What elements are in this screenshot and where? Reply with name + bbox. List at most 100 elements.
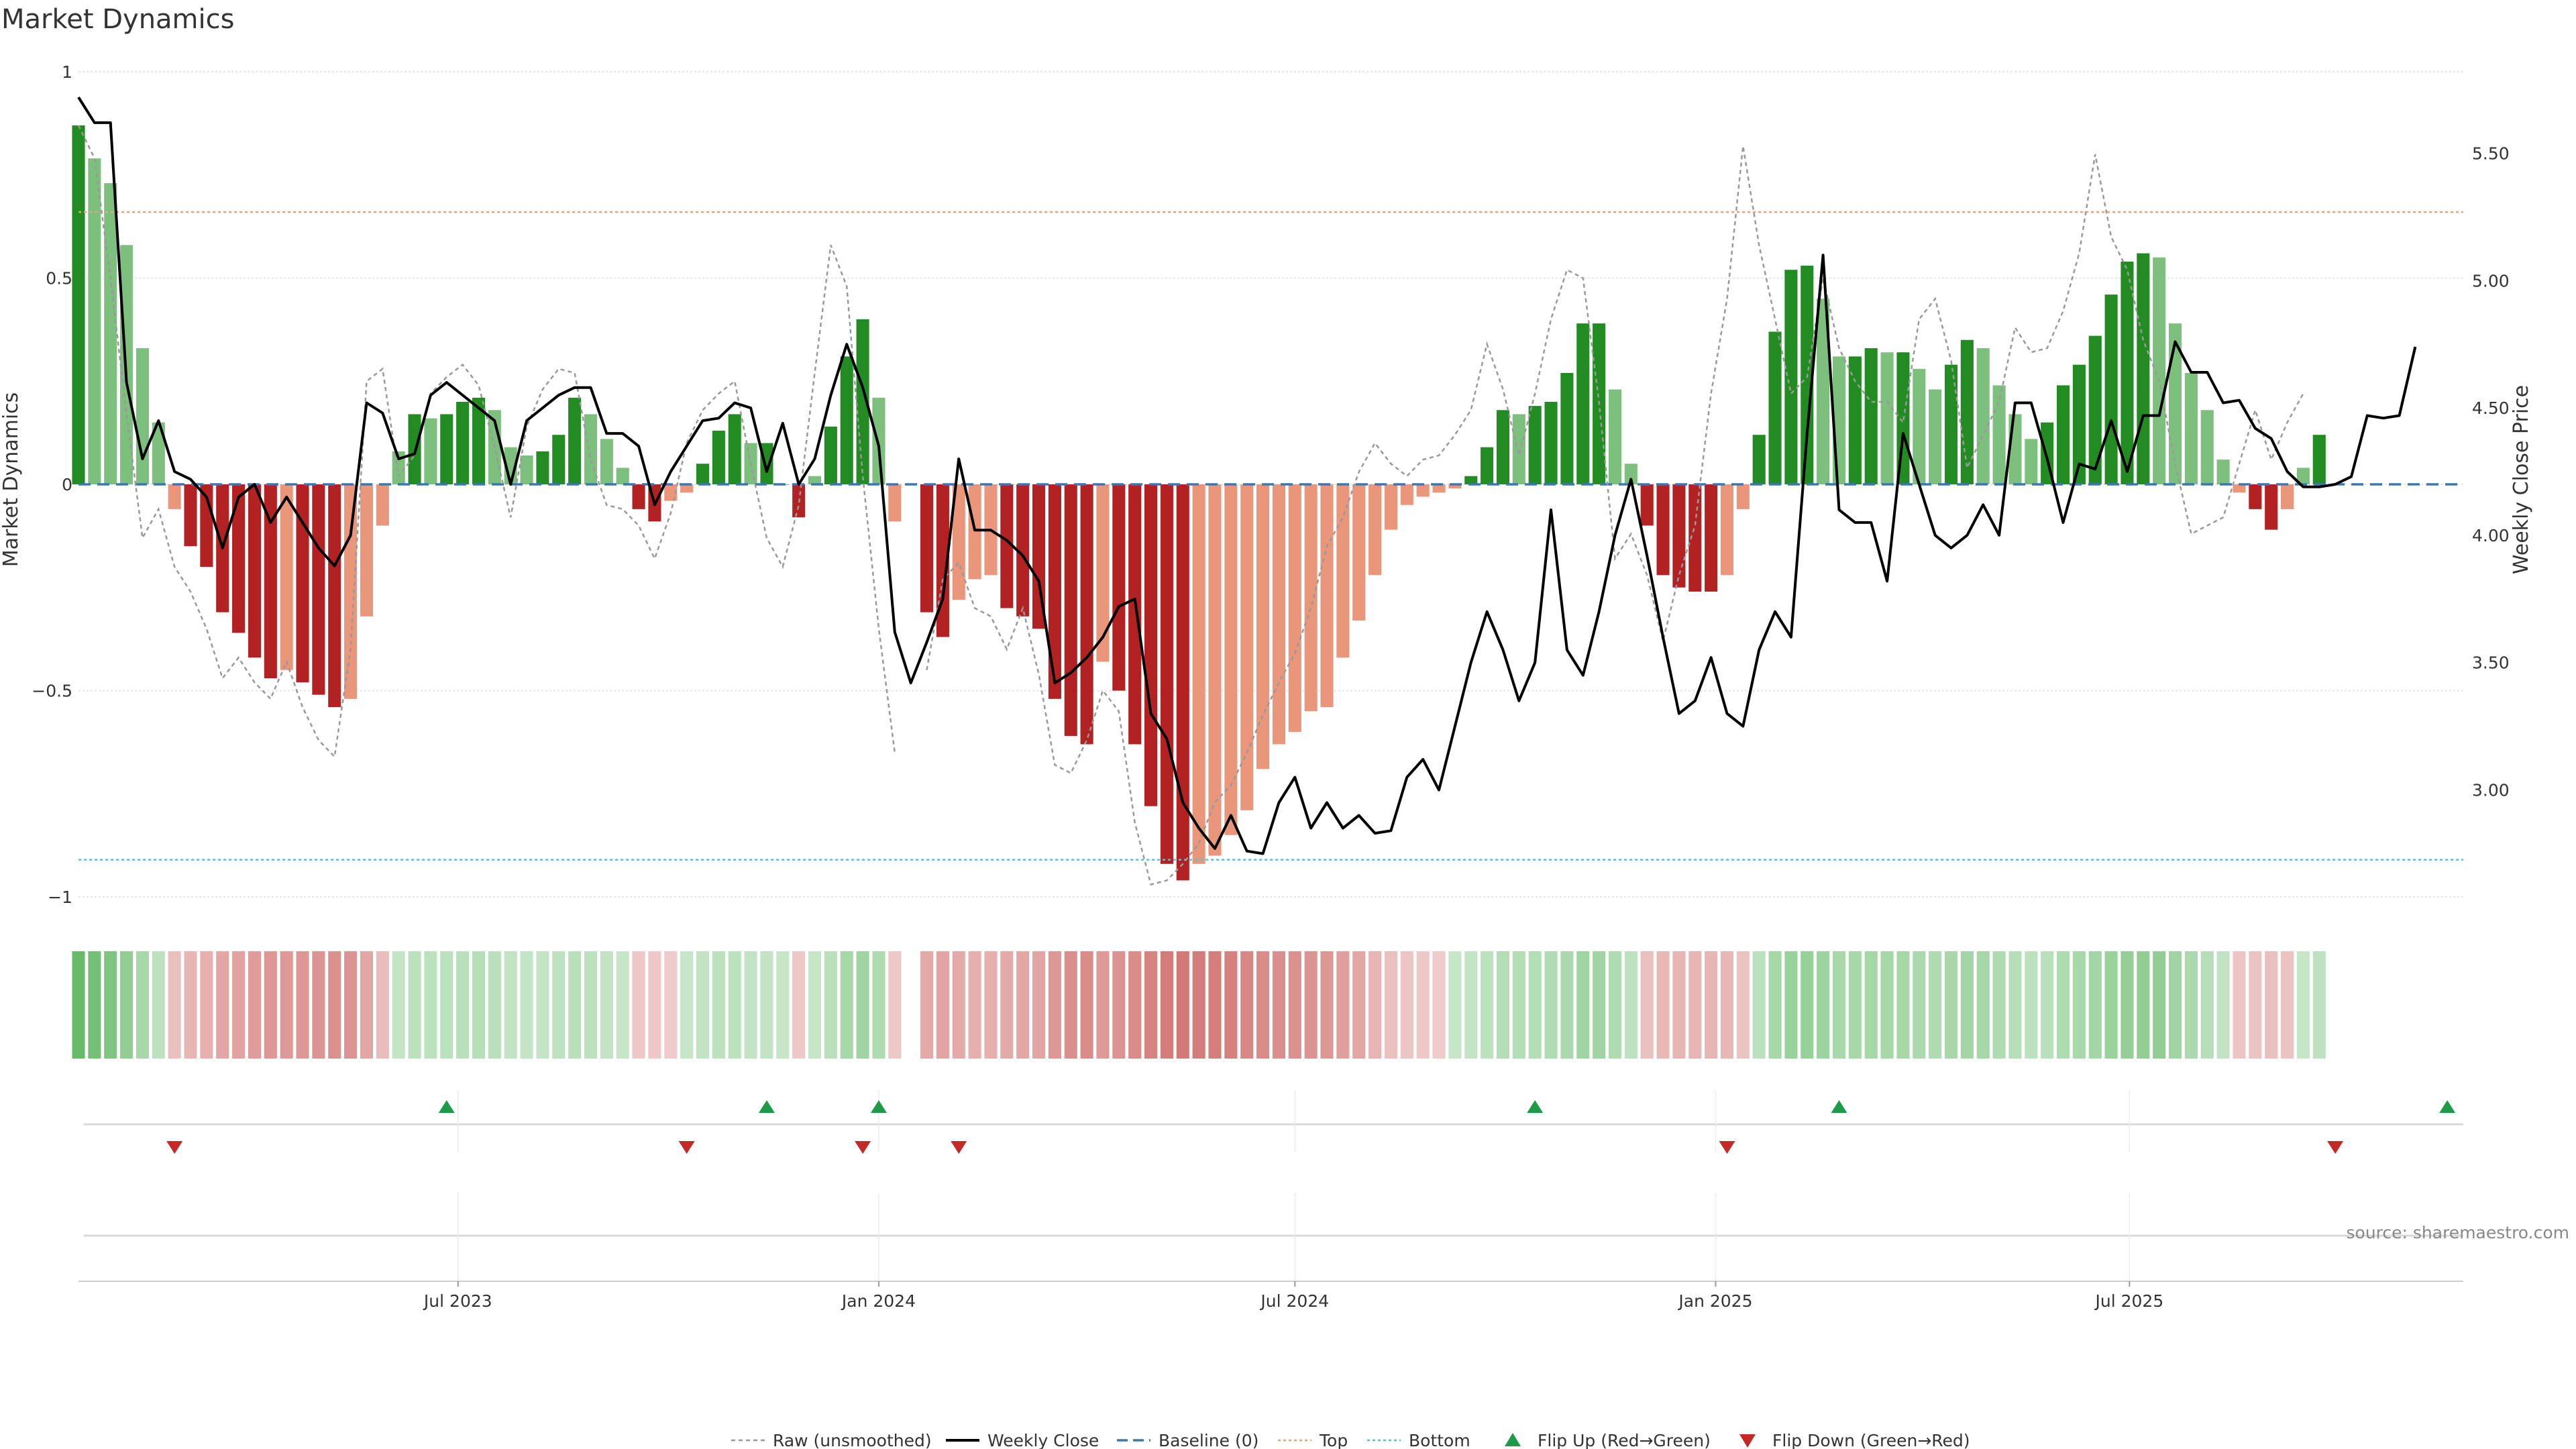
source-note: source: sharemaestro.com — [2347, 1223, 2570, 1242]
regime-cell — [664, 951, 678, 1059]
regime-cell — [1128, 951, 1142, 1059]
regime-cell — [600, 951, 613, 1059]
bar — [1256, 484, 1270, 769]
flip-down-marker — [166, 1141, 183, 1154]
regime-cell — [2168, 951, 2182, 1059]
bar — [1720, 484, 1734, 576]
regime-cell — [1496, 951, 1509, 1059]
flip-up-marker — [1527, 1100, 1544, 1113]
regime-cell — [2025, 951, 2038, 1059]
regime-cell — [1352, 951, 1366, 1059]
regime-cell — [1064, 951, 1077, 1059]
empty-panel — [78, 1193, 2463, 1282]
bar — [456, 402, 470, 484]
bar — [1528, 406, 1542, 484]
regime-cell — [1848, 951, 1862, 1059]
flip-down-marker — [678, 1141, 695, 1154]
bar — [1112, 484, 1126, 691]
bar — [1817, 299, 1830, 484]
bar — [232, 484, 246, 633]
bar — [2025, 439, 2038, 484]
bar — [1048, 484, 1061, 699]
flip-up-icon — [1505, 1433, 1521, 1446]
bar — [1160, 484, 1173, 864]
y2-tick-label: 3.50 — [2472, 653, 2510, 673]
bar — [344, 484, 358, 699]
regime-cell — [1593, 951, 1606, 1059]
regime-cell — [2121, 951, 2134, 1059]
bar — [328, 484, 341, 708]
x-tick-label: Jan 2024 — [841, 1291, 916, 1311]
bar — [1848, 356, 1862, 484]
bar — [1128, 484, 1142, 745]
regime-cell — [616, 951, 629, 1059]
flip-up-marker — [758, 1100, 775, 1113]
bar — [2216, 460, 2230, 484]
regime-cell — [1320, 951, 1334, 1059]
bar — [520, 455, 533, 484]
regime-cell — [1096, 951, 1110, 1059]
bar — [584, 414, 598, 484]
bar — [600, 439, 613, 484]
bar — [712, 431, 725, 484]
bar — [2104, 294, 2118, 484]
bar — [552, 435, 566, 484]
y-tick-label: −0.5 — [32, 682, 72, 701]
bar — [808, 476, 822, 484]
bar — [2184, 372, 2198, 484]
bar — [88, 158, 101, 484]
bar — [2296, 468, 2310, 484]
flip-up-marker — [438, 1100, 455, 1113]
bar — [248, 484, 261, 658]
bar — [680, 484, 694, 493]
regime-cell — [1913, 951, 1926, 1059]
regime-cell — [2296, 951, 2310, 1059]
regime-cell — [1656, 951, 1670, 1059]
regime-cell — [968, 951, 981, 1059]
regime-cell — [1817, 951, 1830, 1059]
regime-cell — [1528, 951, 1542, 1059]
regime-cell — [696, 951, 710, 1059]
regime-cell — [360, 951, 374, 1059]
bar — [1352, 484, 1366, 621]
bar — [1032, 484, 1046, 629]
regime-cell — [120, 951, 133, 1059]
regime-cell — [1416, 951, 1430, 1059]
bar — [1064, 484, 1077, 737]
regime-cell — [1336, 951, 1350, 1059]
chart-title: Market Dynamics — [1, 4, 234, 35]
bar — [2249, 484, 2262, 509]
regime-cell — [1304, 951, 1318, 1059]
bar — [1976, 348, 1990, 484]
y2-tick-label: 5.50 — [2472, 144, 2510, 163]
bar — [1272, 484, 1285, 745]
regime-cell — [680, 951, 694, 1059]
regime-cell — [648, 951, 661, 1059]
bar — [184, 484, 197, 547]
bar — [1304, 484, 1318, 712]
regime-cell — [1448, 951, 1462, 1059]
bar — [1224, 484, 1238, 835]
regime-cell — [952, 951, 965, 1059]
bar — [1496, 410, 1509, 484]
bar — [760, 443, 773, 484]
bar — [1144, 484, 1158, 806]
regime-cell — [840, 951, 853, 1059]
bar — [1448, 484, 1462, 489]
bar — [1000, 484, 1014, 608]
bar — [1288, 484, 1301, 732]
regime-cell — [168, 951, 181, 1059]
regime-cell — [1160, 951, 1173, 1059]
regime-cell — [1880, 951, 1894, 1059]
bar — [1880, 352, 1894, 484]
regime-cell — [1481, 951, 1494, 1059]
regime-cell — [88, 951, 101, 1059]
bar — [440, 414, 453, 484]
bar — [968, 484, 981, 580]
legend-label: Weekly Close — [987, 1431, 1099, 1449]
regime-cell — [216, 951, 229, 1059]
regime-cell — [2233, 951, 2246, 1059]
bar — [2153, 257, 2166, 484]
regime-cell — [520, 951, 533, 1059]
bar — [840, 356, 853, 484]
